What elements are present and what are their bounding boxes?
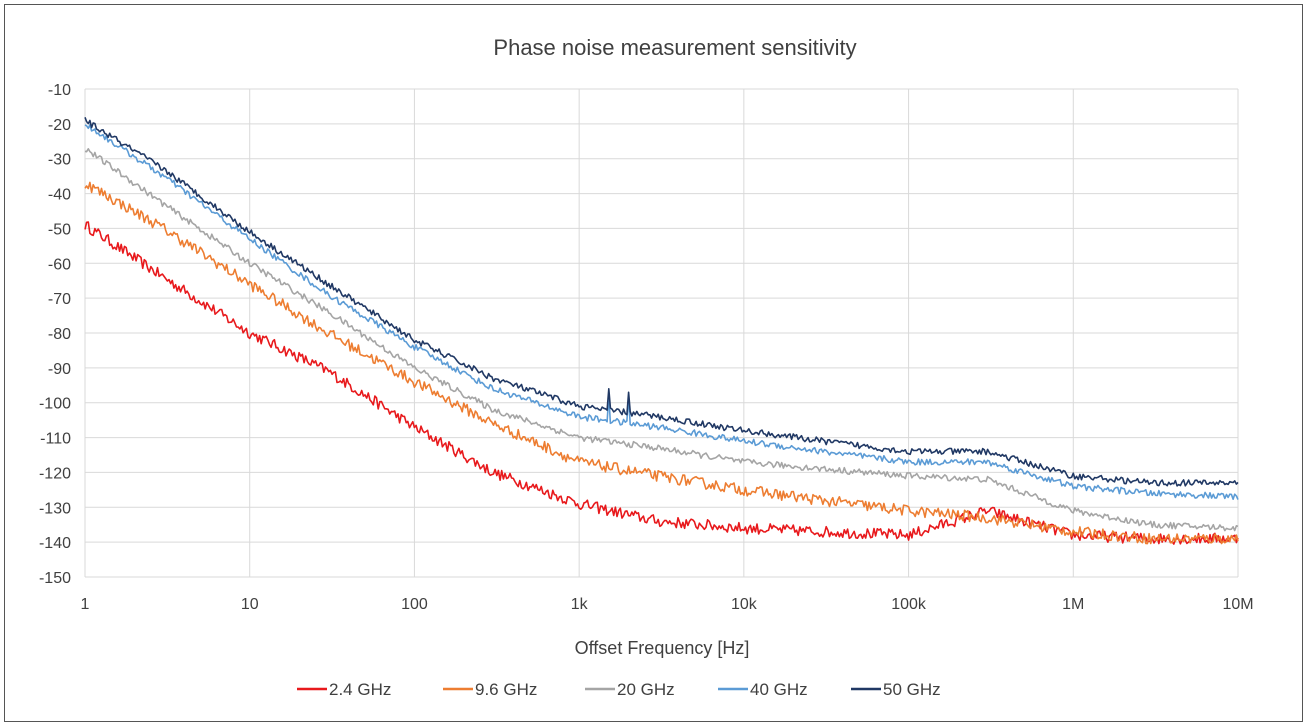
series-line-5 xyxy=(84,117,1239,487)
legend-label: 2.4 GHz xyxy=(329,680,391,699)
x-tick-label: 1 xyxy=(81,596,90,613)
chart-title: Phase noise measurement sensitivity xyxy=(493,35,856,60)
grid-lines xyxy=(84,88,1239,578)
y-tick-label: -40 xyxy=(48,187,71,204)
y-tick-label: -140 xyxy=(39,535,71,552)
y-tick-label: -100 xyxy=(39,396,71,413)
legend: 2.4 GHz 9.6 GHz 20 GHz 40 GHz 50 GHz xyxy=(297,680,941,699)
series-line-4 xyxy=(84,124,1239,500)
y-tick-label: -70 xyxy=(48,291,71,308)
series-line-2 xyxy=(84,181,1239,545)
y-tick-label: -120 xyxy=(39,465,71,482)
x-tick-label: 10 xyxy=(241,596,259,613)
x-tick-label: 1k xyxy=(571,596,589,613)
y-tick-label: -50 xyxy=(48,221,71,238)
y-tick-label: -150 xyxy=(39,570,71,587)
y-tick-label: -60 xyxy=(48,256,71,273)
y-tick-label: -110 xyxy=(40,431,71,448)
x-tick-label: 1M xyxy=(1062,596,1084,613)
legend-label: 50 GHz xyxy=(883,680,941,699)
y-tick-label: -10 xyxy=(48,82,71,99)
x-tick-label: 100k xyxy=(891,596,927,613)
x-axis-ticks: 1 10 100 1k 10k 100k 1M 10M xyxy=(81,596,1254,613)
series-line-1 xyxy=(84,221,1239,545)
y-tick-label: -90 xyxy=(48,361,71,378)
series-lines xyxy=(84,117,1239,545)
y-tick-label: -80 xyxy=(48,326,71,343)
x-tick-label: 10M xyxy=(1222,596,1253,613)
y-tick-label: -20 xyxy=(48,117,71,134)
legend-label: 9.6 GHz xyxy=(475,680,537,699)
x-tick-label: 10k xyxy=(731,596,758,613)
y-tick-label: -30 xyxy=(48,152,71,169)
x-axis-label: Offset Frequency [Hz] xyxy=(575,638,750,658)
x-tick-label: 100 xyxy=(401,596,428,613)
series-line-3 xyxy=(84,148,1239,532)
legend-label: 40 GHz xyxy=(750,680,808,699)
legend-label: 20 GHz xyxy=(617,680,675,699)
y-axis-ticks: -10 -20 -30 -40 -50 -60 -70 -80 -90 -100 -110 -120 -… xyxy=(39,82,71,587)
y-tick-label: -130 xyxy=(39,500,71,517)
